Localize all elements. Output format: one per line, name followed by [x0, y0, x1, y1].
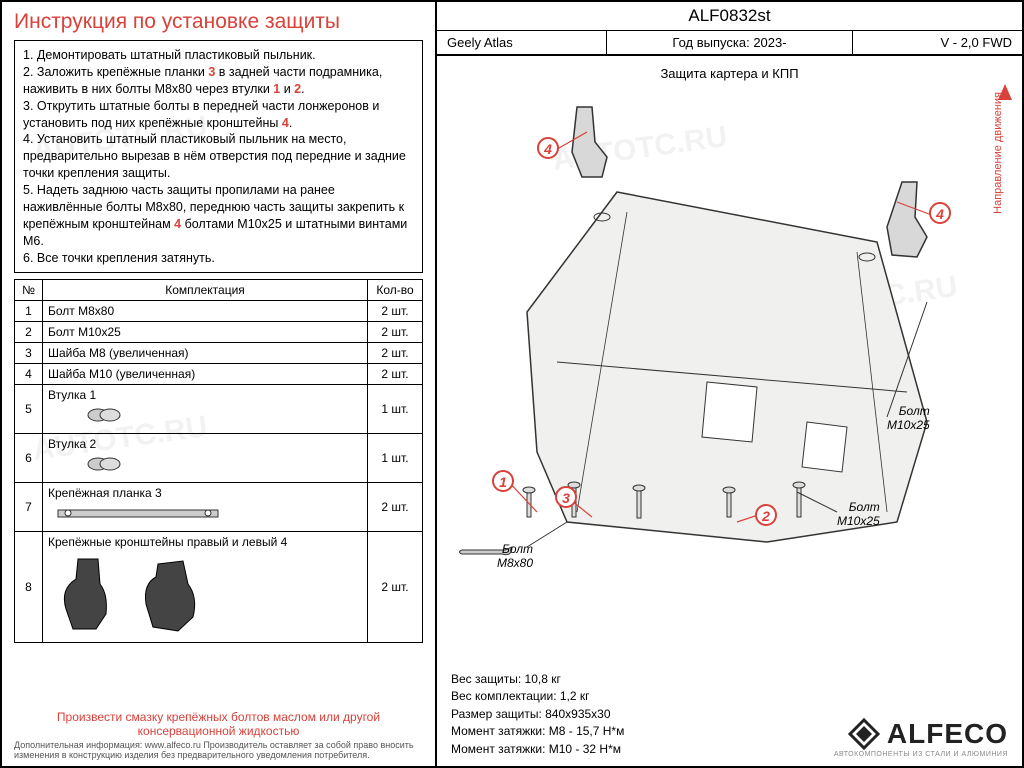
year-value: 2023-	[753, 35, 786, 50]
bolt-label: БолтМ10х25	[837, 500, 880, 528]
table-row: 5Втулка 11 шт.	[15, 385, 423, 434]
logo-block: ALFECO АВТОКОМПОНЕНТЫ ИЗ СТАЛИ И АЛЮМИНИ…	[834, 717, 1008, 758]
left-panel: Инструкция по установке защиты 1. Демонт…	[2, 2, 437, 766]
th-name: Комплектация	[43, 280, 368, 301]
page-title: Инструкция по установке защиты	[14, 10, 423, 34]
spec-line: Момент затяжки: М10 - 32 Н*м	[451, 741, 624, 758]
vehicle-model: Geely Atlas	[437, 31, 607, 54]
engine-spec: V - 2,0 FWD	[853, 31, 1022, 54]
spec-line: Вес комплектации: 1,2 кг	[451, 688, 624, 705]
header-block: ALF0832st Geely Atlas Год выпуска: 2023-…	[437, 2, 1022, 56]
spec-line: Момент затяжки: М8 - 15,7 Н*м	[451, 723, 624, 740]
callout-3: 3	[555, 486, 577, 508]
table-row: 2Болт М10х252 шт.	[15, 322, 423, 343]
table-row: 3Шайба М8 (увеличенная)2 шт.	[15, 343, 423, 364]
callout-4: 4	[537, 137, 559, 159]
parts-table: № Комплектация Кол-во 1Болт М8х802 шт.2Б…	[14, 279, 423, 643]
spec-line: Вес защиты: 10,8 кг	[451, 671, 624, 688]
logo-icon	[847, 717, 881, 751]
callout-1: 1	[492, 470, 514, 492]
spec-line: Размер защиты: 840х935х30	[451, 706, 624, 723]
instruction-sheet: AUTOTC.RU AUTOTC.RU AUTOTC.RU AUTOTC.RU …	[0, 0, 1024, 768]
table-row: 4Шайба М10 (увеличенная)2 шт.	[15, 364, 423, 385]
table-row: 6Втулка 21 шт.	[15, 434, 423, 483]
table-row: 7Крепёжная планка 32 шт.	[15, 483, 423, 532]
logo-name: ALFECO	[887, 718, 1008, 750]
logo-tagline: АВТОКОМПОНЕНТЫ ИЗ СТАЛИ И АЛЮМИНИЯ	[834, 751, 1008, 758]
right-panel: ALF0832st Geely Atlas Год выпуска: 2023-…	[437, 2, 1022, 766]
year-cell: Год выпуска: 2023-	[607, 31, 852, 54]
table-row: 8Крепёжные кронштейны правый и левый 42 …	[15, 532, 423, 643]
diagram-area: 4 4 1 3 2 БолтМ10х25 БолтМ10х25 БолтМ8х80	[437, 72, 1022, 616]
callout-4: 4	[929, 202, 951, 224]
year-label: Год выпуска:	[672, 35, 753, 50]
lubrication-note: Произвести смазку крепёжных болтов масло…	[14, 710, 423, 738]
bolt-label: БолтМ10х25	[887, 404, 930, 432]
th-num: №	[15, 280, 43, 301]
part-number: ALF0832st	[437, 2, 1022, 31]
leader-lines	[437, 72, 1022, 592]
bolt-label: БолтМ8х80	[497, 542, 533, 570]
specs-block: Вес защиты: 10,8 кгВес комплектации: 1,2…	[451, 671, 624, 758]
callout-2: 2	[755, 504, 777, 526]
steps-box: 1. Демонтировать штатный пластиковый пыл…	[14, 40, 423, 273]
table-row: 1Болт М8х802 шт.	[15, 301, 423, 322]
footnote: Дополнительная информация: www.alfeco.ru…	[14, 740, 423, 760]
th-qty: Кол-во	[368, 280, 423, 301]
